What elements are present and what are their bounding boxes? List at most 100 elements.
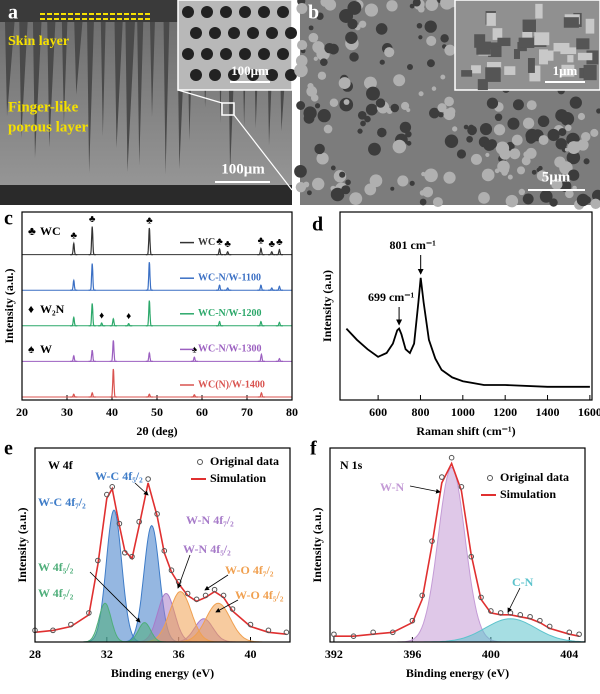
texture — [586, 50, 599, 65]
texture — [314, 143, 325, 155]
data-point — [429, 538, 435, 544]
texture — [307, 82, 314, 90]
texture — [440, 34, 449, 43]
texture — [343, 99, 350, 105]
inset-scale-bar-label: 1μm — [553, 63, 578, 78]
texture — [319, 58, 328, 67]
texture — [535, 3, 543, 19]
texture — [316, 152, 329, 165]
label-arrow — [204, 574, 229, 591]
texture — [447, 107, 456, 116]
texture — [87, 22, 94, 174]
texture — [522, 193, 534, 205]
scale-bar-label: 5μm — [542, 169, 571, 185]
data-point — [202, 592, 209, 599]
x-tick-label: 20 — [16, 405, 28, 419]
skin-label: Skin layer — [8, 34, 69, 49]
plot-frame — [339, 211, 593, 401]
plot-frame — [329, 447, 586, 643]
texture — [429, 107, 440, 119]
phase-marker: ♣ — [276, 237, 283, 248]
texture — [585, 18, 595, 34]
texture — [296, 101, 306, 110]
texture — [401, 101, 410, 111]
texture — [596, 108, 600, 114]
texture — [590, 198, 600, 209]
data-point — [161, 548, 168, 554]
data-point — [350, 633, 357, 639]
texture — [310, 94, 319, 102]
phase-name: W₂N — [40, 302, 65, 316]
texture — [529, 65, 541, 82]
texture — [357, 128, 363, 134]
x-tick-label: 396 — [403, 647, 421, 661]
legend-label: WC — [198, 237, 215, 248]
texture — [303, 181, 310, 188]
peak — [257, 352, 265, 362]
texture — [266, 69, 278, 81]
peak-label: 801 cm⁻¹ — [390, 238, 437, 252]
texture — [565, 189, 574, 199]
texture — [308, 32, 319, 43]
data-point — [211, 586, 218, 593]
phase-marker: ♣ — [89, 214, 96, 225]
x-tick-label: 1000 — [451, 405, 475, 419]
phase-marker: ♣ — [258, 236, 265, 247]
texture — [577, 139, 589, 151]
x-tick-label: 70 — [241, 405, 253, 419]
texture — [577, 52, 593, 61]
data-point — [109, 484, 116, 490]
data-point — [283, 629, 290, 636]
texture — [149, 22, 155, 117]
texture — [339, 171, 346, 178]
texture — [347, 1, 362, 15]
texture — [525, 147, 537, 159]
legend-label: Simulation — [210, 471, 266, 485]
texture — [390, 186, 395, 191]
data-point — [331, 631, 337, 638]
peak — [88, 391, 96, 398]
phase-marker: ♠ — [192, 344, 198, 355]
texture — [366, 86, 380, 101]
legend-marker — [487, 475, 493, 481]
component-label: W-N 4f₇/₂ — [186, 513, 234, 527]
texture — [576, 193, 590, 207]
texture — [527, 58, 535, 73]
data-point — [566, 629, 573, 636]
texture — [483, 140, 495, 151]
texture — [534, 32, 550, 46]
peak — [145, 262, 153, 291]
x-axis-label: Raman shift (cm⁻¹) — [416, 424, 515, 438]
texture — [577, 112, 586, 121]
texture — [406, 63, 413, 71]
label-arrow — [409, 485, 441, 494]
texture — [504, 66, 516, 75]
texture — [360, 120, 366, 127]
texture — [285, 69, 297, 81]
texture — [239, 48, 251, 60]
texture — [583, 64, 597, 81]
texture — [566, 150, 581, 165]
data-point — [116, 520, 123, 527]
peak — [125, 322, 133, 327]
peak — [224, 251, 232, 256]
x-tick-label: 400 — [482, 647, 500, 661]
x-tick-label: 1600 — [578, 405, 600, 419]
texture — [477, 79, 488, 91]
x-tick-label: 1400 — [536, 405, 560, 419]
texture — [182, 48, 194, 60]
texture — [384, 47, 395, 58]
component-label: W-N 4f₅/₂ — [183, 542, 231, 556]
peak — [70, 241, 78, 256]
panel-letter: a — [8, 2, 18, 24]
data-point — [145, 476, 151, 482]
texture — [444, 44, 456, 56]
texture — [513, 49, 520, 59]
data-point — [129, 553, 135, 560]
data-point — [419, 592, 425, 599]
phase-symbol: ♣ — [28, 224, 36, 238]
texture — [285, 27, 297, 39]
data-point — [478, 594, 484, 601]
texture — [182, 6, 194, 18]
